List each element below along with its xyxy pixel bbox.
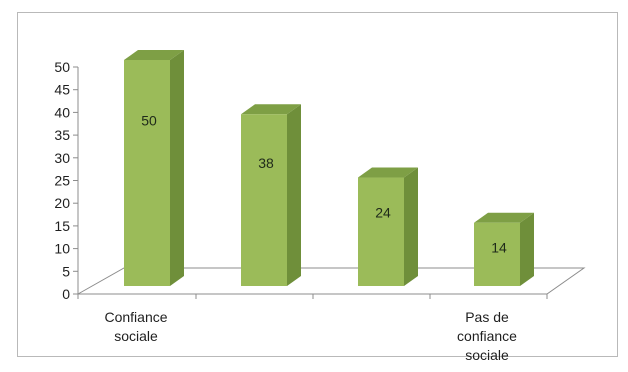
bar: [241, 114, 287, 287]
bar-side: [287, 104, 301, 287]
bar-top: [474, 212, 534, 223]
bar-top: [241, 104, 301, 115]
y-tick-label: 0: [62, 286, 70, 302]
y-tick-label: 20: [54, 195, 70, 211]
data-label: 24: [375, 204, 391, 220]
chart-floor: [76, 267, 586, 295]
y-tick-label: 5: [62, 263, 70, 279]
bar: [124, 60, 170, 286]
bar-top: [124, 50, 184, 60]
category-label: sociale: [114, 328, 158, 344]
bar-side: [520, 212, 534, 286]
y-tick-label: 15: [54, 218, 70, 234]
category-label: confiance: [457, 328, 517, 344]
data-label: 14: [491, 240, 507, 256]
y-tick-label: 35: [54, 127, 70, 143]
chart-frame: [17, 12, 618, 357]
y-tick-label: 10: [54, 241, 70, 257]
category-label: Confiance: [104, 309, 167, 325]
category-label: Pas de: [465, 309, 509, 325]
bar: [474, 222, 520, 286]
y-tick-label: 40: [54, 104, 70, 120]
y-tick-label: 50: [54, 59, 70, 75]
bar-top: [358, 167, 418, 178]
bar-side: [404, 167, 418, 286]
bar: [358, 177, 404, 286]
category-label: sociale: [465, 347, 509, 363]
bar-side: [170, 50, 184, 286]
y-tick-label: 45: [54, 82, 70, 98]
y-tick-label: 30: [54, 150, 70, 166]
data-label: 50: [141, 113, 157, 129]
data-label: 38: [258, 155, 274, 171]
y-tick-label: 25: [54, 173, 70, 189]
